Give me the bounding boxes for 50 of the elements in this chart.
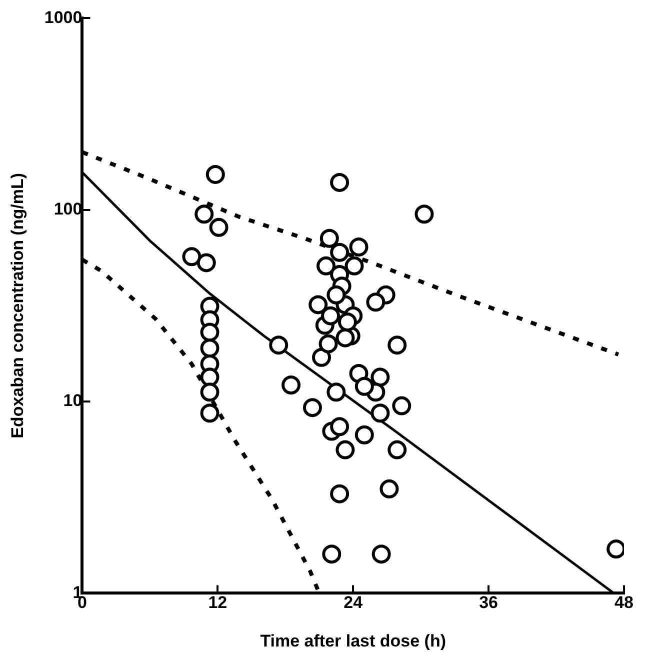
point xyxy=(200,322,220,342)
point xyxy=(388,440,407,460)
point xyxy=(182,247,202,266)
point xyxy=(194,204,214,224)
point xyxy=(354,425,374,444)
point xyxy=(388,336,407,355)
point xyxy=(372,544,391,564)
point xyxy=(330,417,350,436)
point xyxy=(200,368,220,387)
point xyxy=(320,228,339,248)
point xyxy=(321,306,340,326)
point xyxy=(206,164,225,184)
point xyxy=(318,334,338,354)
point xyxy=(196,253,216,272)
x-axis-title: Time after last dose (h) xyxy=(260,631,446,650)
point xyxy=(200,338,220,358)
point xyxy=(344,256,364,276)
y-tick-label: 100 xyxy=(54,200,82,219)
y-tick-label: 1000 xyxy=(44,8,82,27)
point xyxy=(308,295,328,314)
point xyxy=(370,404,390,423)
point xyxy=(380,479,399,498)
point xyxy=(338,312,357,332)
x-tick-label: 24 xyxy=(344,593,364,612)
point xyxy=(269,336,288,355)
point xyxy=(200,382,220,402)
x-tick-label: 12 xyxy=(208,593,228,612)
point xyxy=(326,382,346,402)
point xyxy=(336,328,355,348)
point xyxy=(330,172,350,192)
point xyxy=(330,484,350,504)
point xyxy=(330,242,350,262)
point xyxy=(349,238,368,257)
point xyxy=(209,218,228,237)
x-tick-label: 36 xyxy=(479,593,498,612)
point xyxy=(366,292,386,312)
point xyxy=(326,285,346,304)
point xyxy=(282,375,301,394)
point xyxy=(322,544,342,564)
point xyxy=(200,404,220,423)
point xyxy=(312,348,332,367)
point xyxy=(354,376,374,396)
y-axis-title: Edoxaban concentration (ng/mL) xyxy=(8,172,27,438)
point xyxy=(302,398,322,418)
point xyxy=(414,204,434,224)
x-tick-label: 48 xyxy=(614,593,634,612)
point xyxy=(392,396,412,416)
point xyxy=(370,368,390,387)
point xyxy=(316,256,336,276)
point xyxy=(336,440,355,460)
